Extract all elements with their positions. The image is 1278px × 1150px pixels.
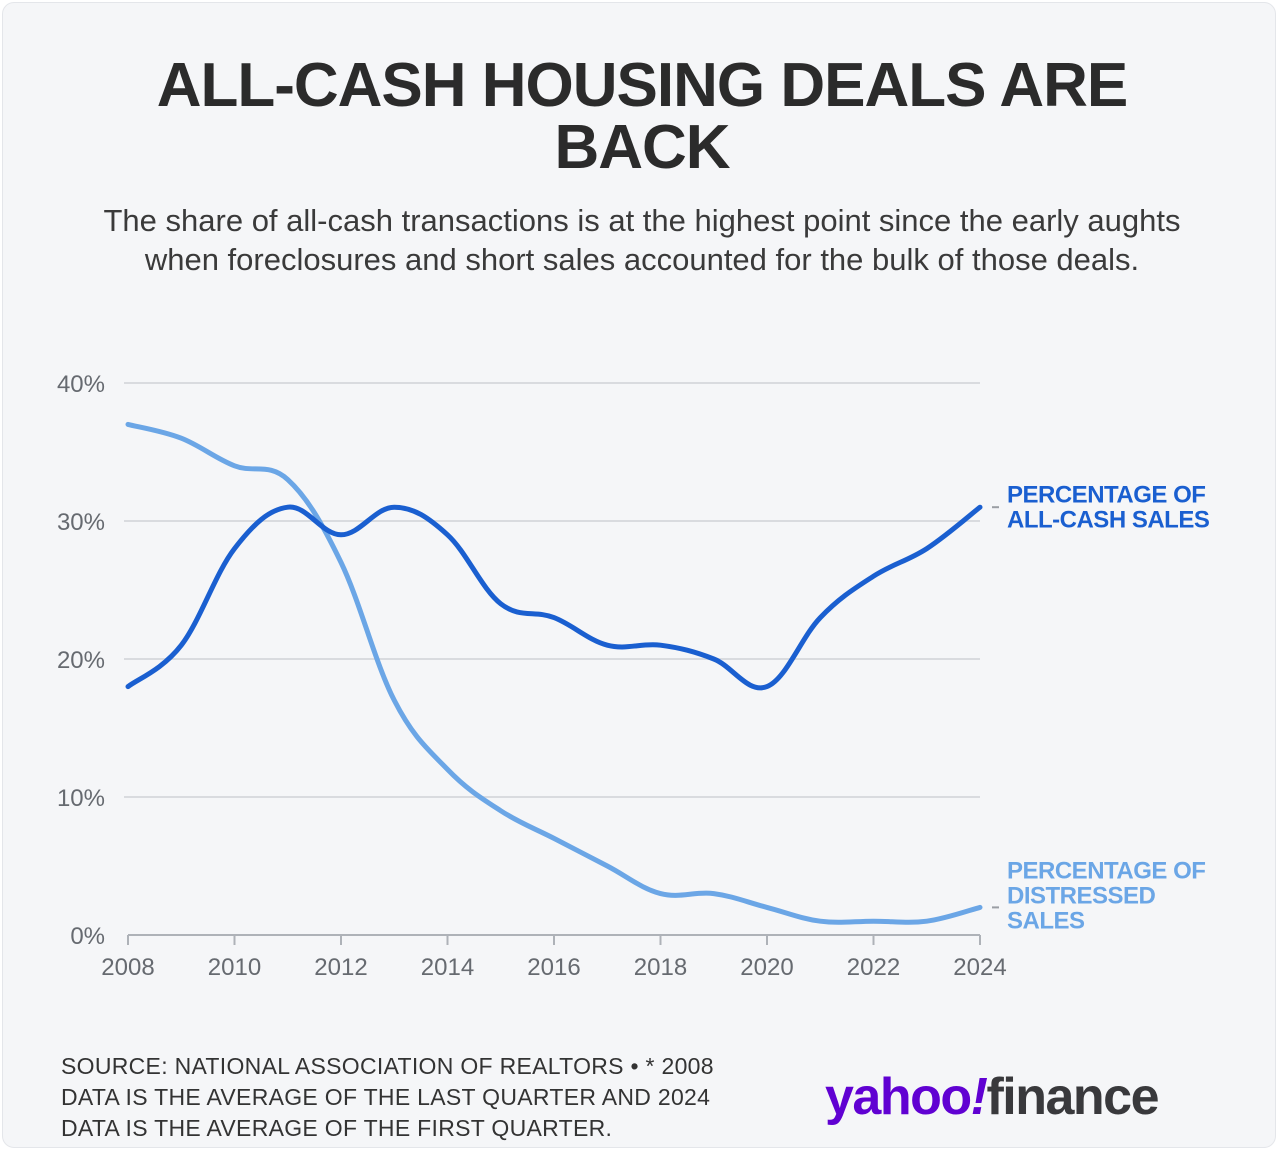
logo-finance-text: finance [986,1068,1159,1126]
y-tick-label: 10% [57,785,105,812]
x-tick-label: 2024 [953,954,1006,981]
series-label-text: ALL-CASH SALES [1007,507,1210,534]
y-tick-label: 0% [70,923,105,950]
x-tick-label: 2012 [314,954,367,981]
x-tick-label: 2018 [634,954,687,981]
x-tick-label: 2010 [208,954,261,981]
x-tick-label: 2008 [101,954,154,981]
chart-subtitle: The share of all-cash transactions is at… [103,203,1181,277]
y-tick-label: 30% [57,509,105,536]
y-tick-label: 20% [57,647,105,674]
chart-title: ALL-CASH HOUSING DEALS ARE BACK [156,51,1129,182]
y-tick-label: 40% [57,371,105,398]
x-tick-label: 2014 [421,954,474,981]
series-label-text: SALES [1007,907,1085,934]
series-label-text: PERCENTAGE OF [1007,482,1205,509]
series-line-distressed [125,421,983,925]
x-tick-label: 2020 [740,954,793,981]
series-label-text: DISTRESSED [1007,882,1156,909]
yahoo-finance-logo: yahoo!finance [825,1067,1160,1127]
series-label-text: PERCENTAGE OF [1007,857,1205,884]
logo-exclamation: ! [970,1068,988,1126]
series-line-all-cash [125,504,983,691]
x-tick-label: 2022 [847,954,900,981]
line-chart: 0% 10% 20% 30% 40% 2008 2010 2012 2014 2016 2018 20… [57,371,1210,981]
x-tick-label: 2016 [527,954,580,981]
source-note: SOURCE: NATIONAL ASSOCIATION OF REALTORS… [61,1053,714,1141]
logo-yahoo-text: yahoo [825,1068,972,1126]
